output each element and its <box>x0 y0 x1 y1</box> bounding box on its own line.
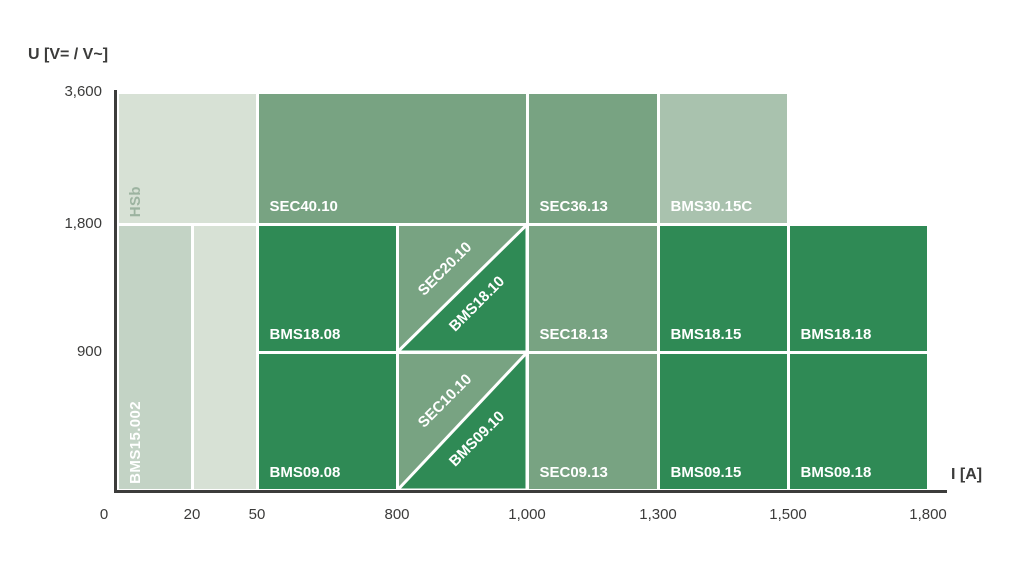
x-tick-label: 1,500 <box>769 506 807 523</box>
product-label: BMS09.15 <box>670 463 742 481</box>
x-tick-label: 800 <box>384 506 410 523</box>
product-label: SEC36.13 <box>539 197 608 215</box>
product-block: BMS09.18 <box>789 353 927 489</box>
product-label: BMS15.002 <box>126 400 144 484</box>
product-block: BMS18.15 <box>659 225 787 351</box>
product-split-cell: SEC10.10 BMS09.10 <box>397 352 527 490</box>
x-tick-label: 0 <box>99 506 109 523</box>
product-label: HSb <box>126 186 144 218</box>
product-label: SEC09.13 <box>539 463 608 481</box>
product-label: SEC40.10 <box>269 197 338 215</box>
product-label: BMS18.15 <box>670 325 742 343</box>
product-label: BMS09.08 <box>269 463 341 481</box>
x-axis-title: I [A] <box>951 466 983 483</box>
product-split-cell: SEC20.10 BMS18.10 <box>397 224 527 352</box>
product-block: BMS30.15C <box>659 93 787 223</box>
y-tick-label: 900 <box>76 343 102 360</box>
product-label: BMS30.15C <box>670 197 753 215</box>
product-block: HSb <box>118 93 256 223</box>
y-tick-label: 3,600 <box>64 83 102 100</box>
x-tick-label: 50 <box>248 506 266 523</box>
product-label: SEC18.13 <box>539 325 608 343</box>
y-tick-label: 1,800 <box>64 215 102 232</box>
product-block: BMS09.15 <box>659 353 787 489</box>
product-label: BMS18.18 <box>800 325 872 343</box>
product-label: BMS09.18 <box>800 463 872 481</box>
x-tick-label: 20 <box>183 506 201 523</box>
product-label: BMS18.08 <box>269 325 341 343</box>
product-block: SEC40.10 <box>258 93 526 223</box>
x-tick-label: 1,000 <box>508 506 546 523</box>
product-block-extension <box>193 225 256 489</box>
product-block: BMS18.08 <box>258 225 396 351</box>
y-axis-title: U [V= / V~] <box>28 46 109 63</box>
product-block: BMS09.08 <box>258 353 396 489</box>
product-block: BMS18.18 <box>789 225 927 351</box>
product-block: BMS15.002 <box>118 225 191 489</box>
product-block: SEC18.13 <box>528 225 657 351</box>
y-axis-line <box>114 90 117 492</box>
product-block: SEC36.13 <box>528 93 657 223</box>
x-tick-label: 1,800 <box>909 506 947 523</box>
product-block: SEC09.13 <box>528 353 657 489</box>
x-axis-line <box>114 490 947 493</box>
x-tick-label: 1,300 <box>639 506 677 523</box>
